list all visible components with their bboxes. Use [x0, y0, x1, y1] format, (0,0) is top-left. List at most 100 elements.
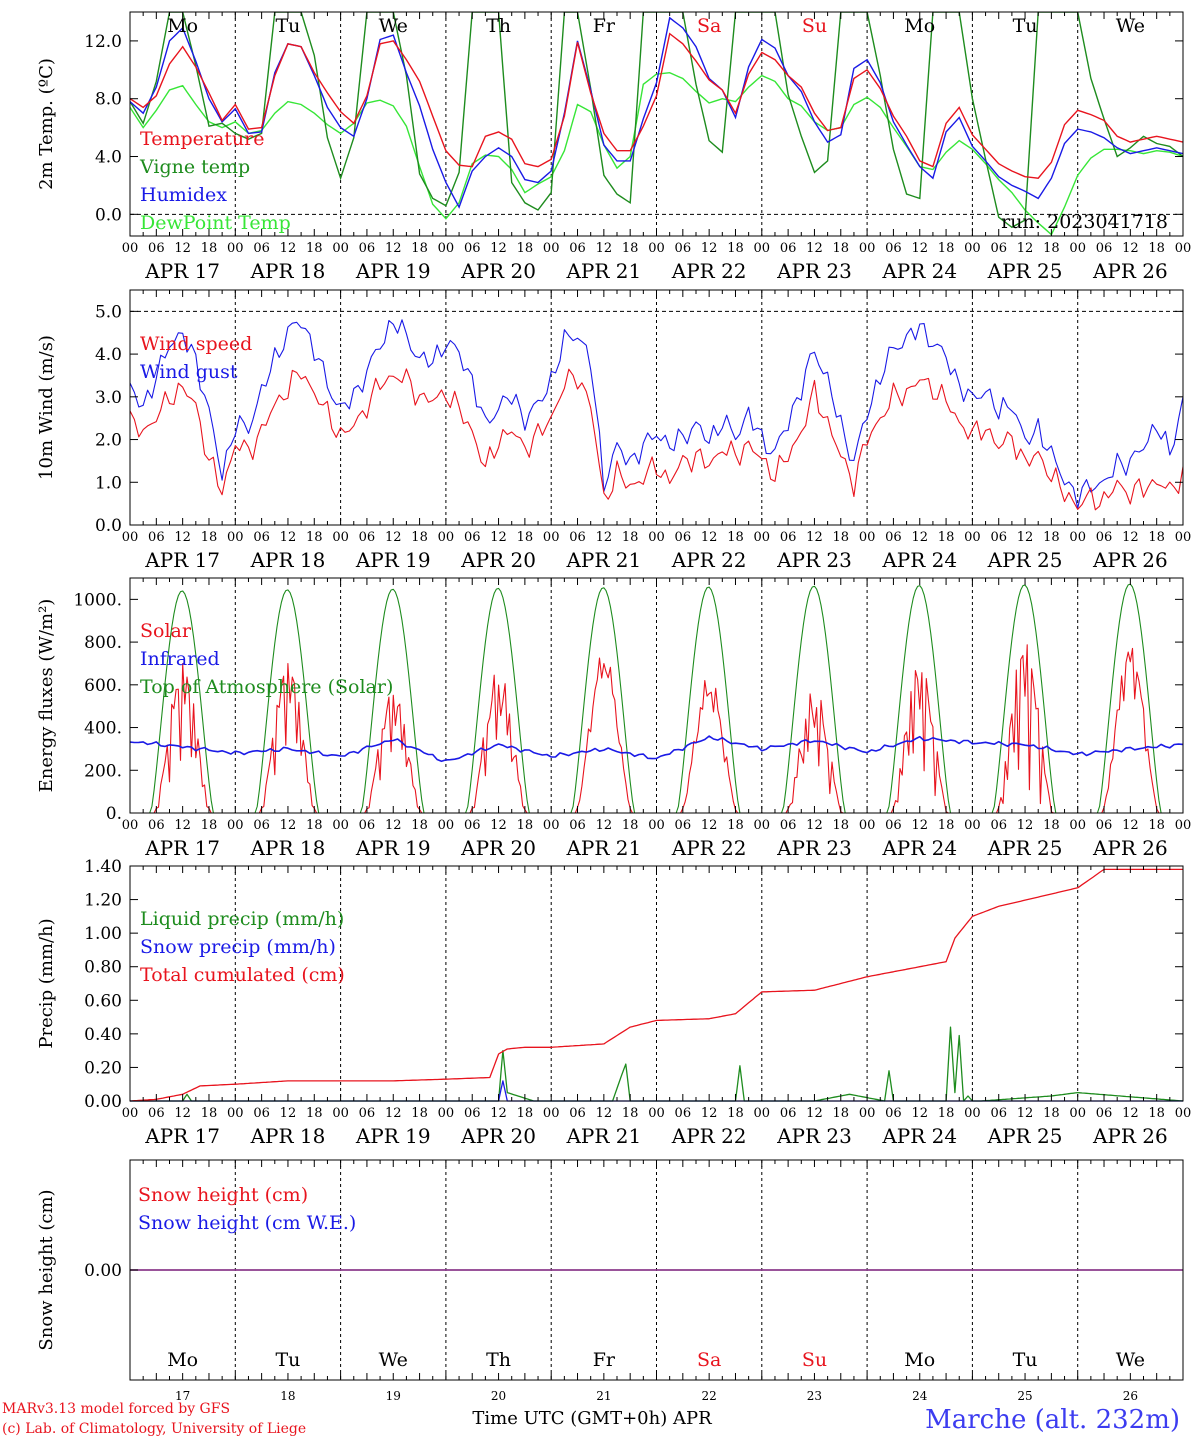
- temp-series-dewpoint-temp: [130, 71, 1183, 236]
- wind-hour-label: 06: [990, 530, 1007, 545]
- temp-hour-label: 00: [227, 241, 244, 256]
- energy-date-label: APR 17: [144, 836, 220, 860]
- precip-date-label: APR 22: [671, 1124, 747, 1148]
- precip-legend-item: Total cumulated (cm): [140, 964, 345, 986]
- wind-hour-label: 18: [1043, 530, 1060, 545]
- temp-weekday-label: Mo: [167, 15, 198, 37]
- lab-credit: (c) Lab. of Climatology, University of L…: [2, 1421, 306, 1437]
- energy-hour-label: 18: [517, 818, 534, 833]
- wind-ytick-label: 0.0: [95, 516, 122, 536]
- wind-hour-label: 06: [148, 530, 165, 545]
- temp-hour-label: 12: [596, 241, 613, 256]
- precip-hour-label: 18: [1148, 1106, 1165, 1121]
- precip-hour-label: 12: [596, 1106, 613, 1121]
- wind-legend-item: Wind speed: [140, 333, 252, 355]
- precip-hour-label: 18: [411, 1106, 428, 1121]
- temp-hour-label: 00: [754, 241, 771, 256]
- wind-hour-label: 12: [490, 530, 507, 545]
- precip-ytick-label: 0.40: [84, 1025, 122, 1045]
- snow-day-number: 23: [807, 1389, 822, 1403]
- temp-hour-label: 00: [332, 241, 349, 256]
- energy-date-label: APR 22: [671, 836, 747, 860]
- precip-hour-label: 00: [859, 1106, 876, 1121]
- wind-ylabel: 10m Wind (m/s): [36, 335, 57, 480]
- energy-hour-label: 06: [464, 818, 481, 833]
- precip-hour-label: 18: [201, 1106, 218, 1121]
- wind-hour-label: 00: [543, 530, 560, 545]
- wind-hour-label: 18: [833, 530, 850, 545]
- precip-ytick-label: 0.80: [84, 958, 122, 978]
- energy-hour-label: 12: [596, 818, 613, 833]
- snow-weekday-label: Tu: [1013, 1349, 1038, 1371]
- precip-hour-label: 00: [227, 1106, 244, 1121]
- energy-hour-label: 06: [1096, 818, 1113, 833]
- wind-ytick-label: 5.0: [95, 302, 122, 322]
- energy-hour-label: 00: [332, 818, 349, 833]
- wind-ytick-label: 2.0: [95, 431, 122, 451]
- energy-hour-label: 06: [990, 818, 1007, 833]
- wind-date-label: APR 23: [776, 548, 852, 572]
- energy-hour-label: 06: [148, 818, 165, 833]
- energy-hour-label: 00: [438, 818, 455, 833]
- energy-date-label: APR 25: [987, 836, 1063, 860]
- precip-hour-label: 12: [385, 1106, 402, 1121]
- temp-hour-label: 12: [1122, 241, 1139, 256]
- energy-hour-label: 12: [1017, 818, 1034, 833]
- precip-hour-label: 12: [1122, 1106, 1139, 1121]
- energy-hour-label: 18: [201, 818, 218, 833]
- precip-hour-label: 06: [1096, 1106, 1113, 1121]
- temp-date-label: APR 25: [987, 259, 1063, 283]
- precip-date-label: APR 24: [881, 1124, 957, 1148]
- temp-date-label: APR 19: [355, 259, 431, 283]
- energy-date-label: APR 21: [565, 836, 641, 860]
- precip-legend-item: Liquid precip (mm/h): [140, 908, 344, 930]
- precip-hour-label: 06: [253, 1106, 270, 1121]
- precip-series-total-cumulated-cm-: [129, 868, 1183, 1102]
- temp-weekday-label: We: [379, 15, 408, 37]
- precip-ytick-label: 1.40: [84, 857, 122, 877]
- temp-hour-label: 06: [885, 241, 902, 256]
- temp-hour-label: 18: [833, 241, 850, 256]
- precip-hour-label: 18: [938, 1106, 955, 1121]
- energy-hour-label: 12: [174, 818, 191, 833]
- energy-date-label: APR 20: [460, 836, 536, 860]
- precip-hour-label: 18: [517, 1106, 534, 1121]
- energy-ytick-label: 200.: [84, 761, 122, 781]
- temp-date-label: APR 24: [881, 259, 957, 283]
- temp-date-label: APR 23: [776, 259, 852, 283]
- temp-hour-label: 06: [675, 241, 692, 256]
- energy-hour-label: 18: [938, 818, 955, 833]
- wind-hour-label: 12: [280, 530, 297, 545]
- energy-hour-label: 12: [911, 818, 928, 833]
- energy-ylabel: Energy fluxes (W/m²): [36, 599, 57, 793]
- temp-legend-item: Vigne temp: [139, 156, 250, 178]
- temp-frame: [129, 11, 1184, 237]
- precip-hour-label: 06: [675, 1106, 692, 1121]
- wind-hour-label: 18: [622, 530, 639, 545]
- temp-series-humidex: [130, 16, 1183, 209]
- wind-hour-label: 12: [701, 530, 718, 545]
- energy-hour-label: 12: [1122, 818, 1139, 833]
- wind-hour-label: 18: [938, 530, 955, 545]
- wind-hour-label: 12: [1017, 530, 1034, 545]
- wind-date-label: APR 20: [460, 548, 536, 572]
- temp-hour-label: 00: [1175, 241, 1192, 256]
- temp-ytick-label: 0.0: [95, 205, 122, 225]
- snow-weekday-label: Su: [802, 1349, 827, 1371]
- precip-hour-label: 12: [174, 1106, 191, 1121]
- temp-weekday-label: Fr: [593, 15, 616, 37]
- temp-hour-label: 00: [1069, 241, 1086, 256]
- temp-hour-label: 06: [1096, 241, 1113, 256]
- wind-hour-label: 00: [648, 530, 665, 545]
- energy-hour-label: 00: [648, 818, 665, 833]
- wind-hour-label: 00: [332, 530, 349, 545]
- snow-weekday-label: We: [379, 1349, 408, 1371]
- wind-hour-label: 18: [411, 530, 428, 545]
- wind-series-wind-speed: [129, 368, 1184, 511]
- energy-hour-label: 18: [622, 818, 639, 833]
- temp-date-label: APR 22: [671, 259, 747, 283]
- temp-hour-label: 00: [438, 241, 455, 256]
- snow-weekday-label: Mo: [904, 1349, 935, 1371]
- temp-hour-label: 06: [780, 241, 797, 256]
